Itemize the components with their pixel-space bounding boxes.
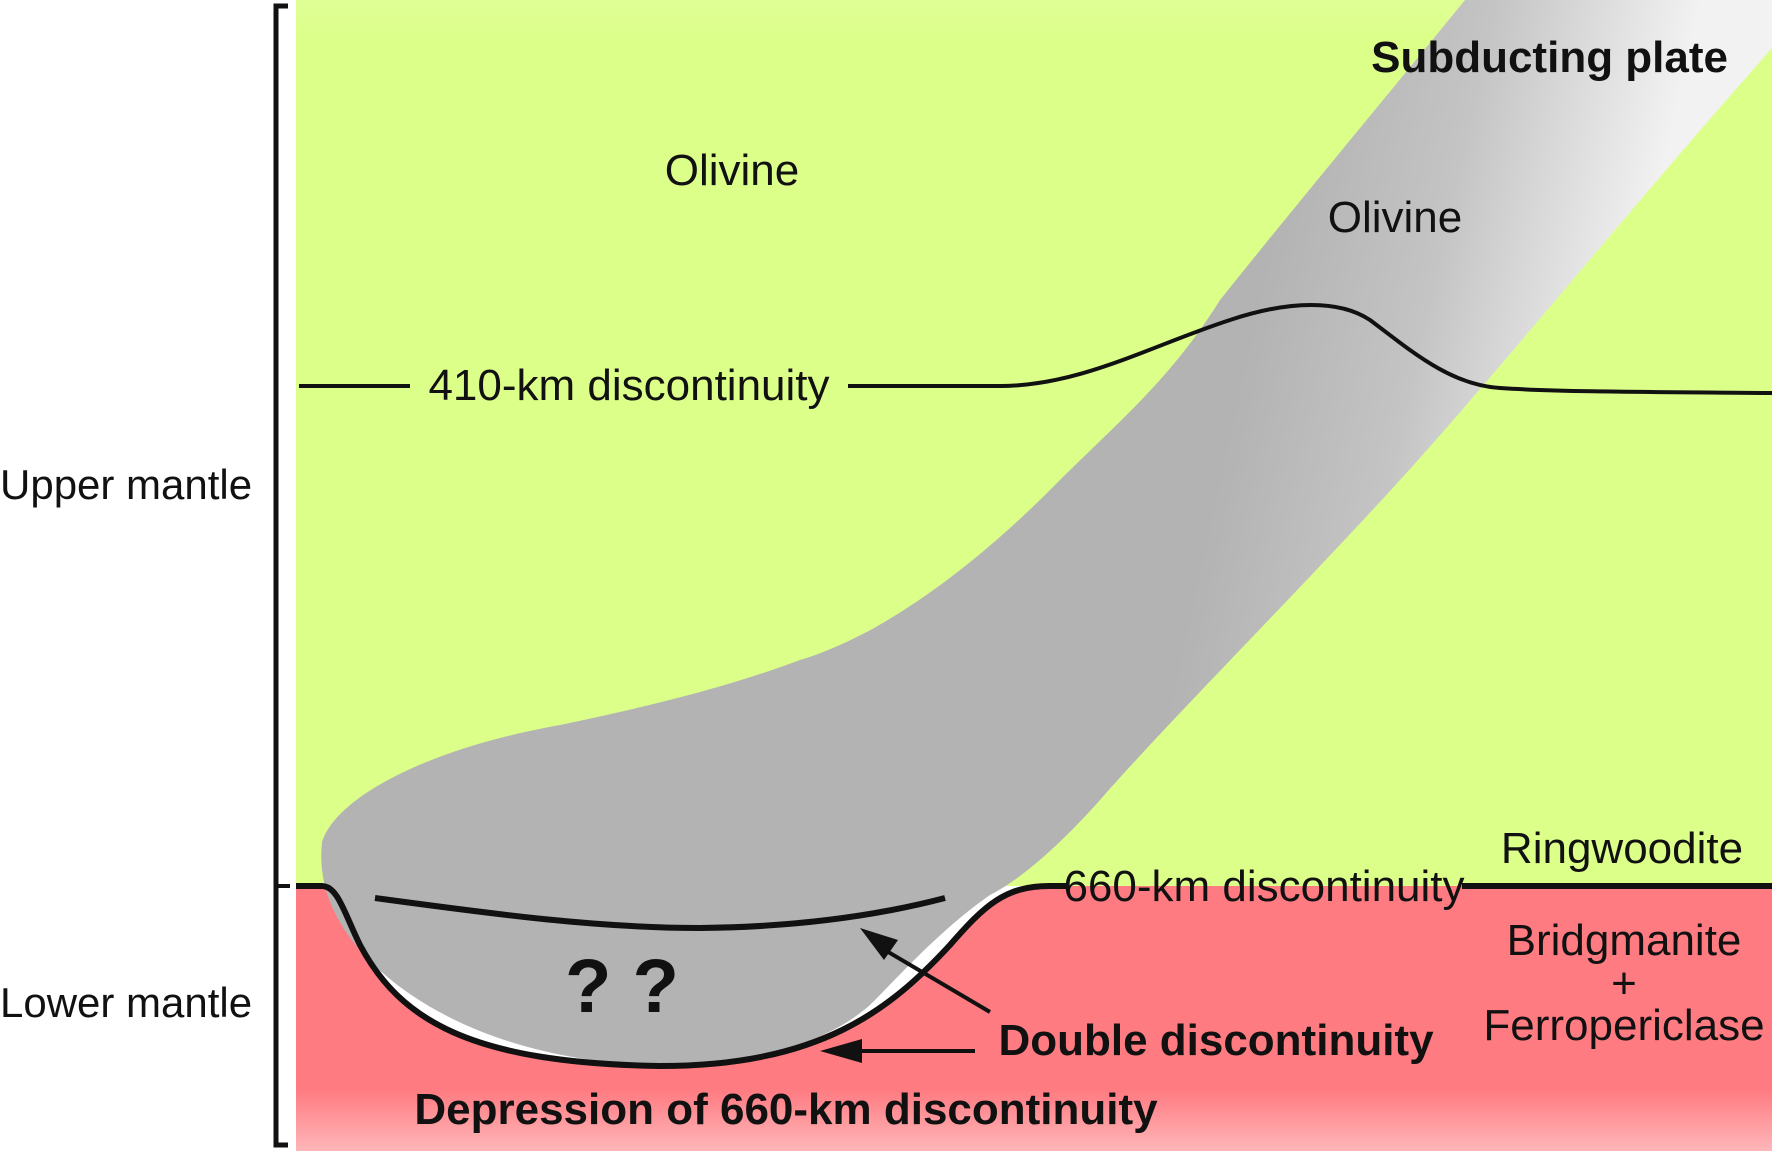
question-marks: ? ?	[565, 944, 679, 1029]
discontinuity-660-depressed-line	[296, 883, 1065, 1070]
arrow-double-discontinuity-line	[876, 944, 992, 1014]
double-discontinuity-label: Double discontinuity	[998, 1016, 1434, 1065]
discontinuity-660-label: 660-km discontinuity	[1063, 862, 1464, 911]
depth-bracket	[273, 3, 288, 1148]
upper-mantle-label: Upper mantle	[0, 461, 252, 508]
ringwoodite-label: Ringwoodite	[1501, 824, 1743, 873]
subducting-slab	[321, 0, 1772, 1066]
plus-label: +	[1611, 959, 1637, 1008]
arrow-depression-head	[820, 1039, 862, 1063]
discontinuity-410-label: 410-km discontinuity	[428, 361, 829, 410]
lower-mantle-label: Lower mantle	[0, 979, 252, 1026]
ferropericlase-label: Ferropericlase	[1483, 1001, 1764, 1050]
subducting-plate-label: Subducting plate	[1371, 33, 1728, 82]
depression-label: Depression of 660-km discontinuity	[414, 1085, 1158, 1134]
olivine-slab-label: Olivine	[1328, 193, 1463, 242]
double-discontinuity-upper-line	[374, 895, 946, 932]
arrow-double-discontinuity-head	[860, 928, 898, 960]
discontinuity-410-line-right	[848, 303, 1772, 395]
lower-mantle-region	[296, 886, 1772, 1151]
bridgmanite-label: Bridgmanite	[1507, 916, 1742, 965]
olivine-mantle-label: Olivine	[665, 146, 800, 195]
